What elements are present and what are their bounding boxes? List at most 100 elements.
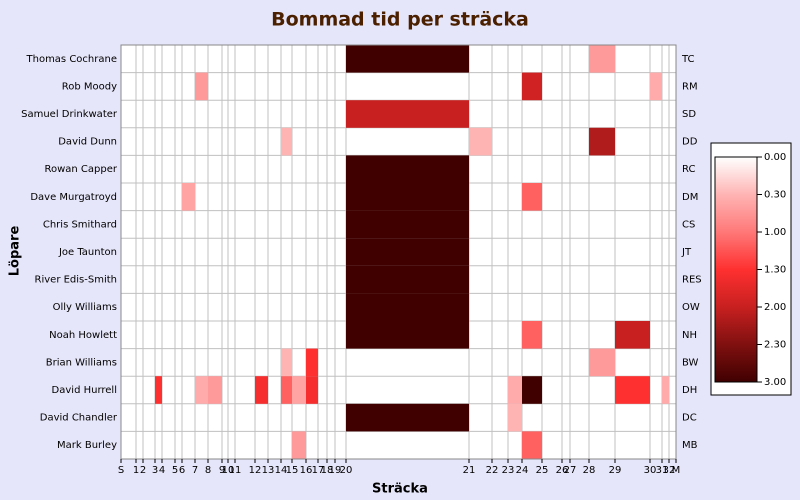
cell [155,238,162,266]
cell [228,211,235,239]
cell [175,100,182,128]
colorbar-tick-label: 1.30 [764,265,786,276]
cell [469,183,492,211]
cell [155,404,162,432]
cell [182,183,195,211]
cell [228,45,235,73]
cell [222,100,228,128]
cell [469,349,492,377]
cell [542,376,562,404]
cell [155,128,162,156]
cell [335,45,346,73]
cell [208,238,222,266]
cell [508,293,522,321]
cell [589,431,615,459]
cell [650,376,662,404]
cell [662,100,669,128]
x-tick-label: 4 [159,465,165,476]
x-axis-label: Sträcka [372,482,428,497]
cell [228,431,235,459]
cell [318,376,327,404]
cell [327,321,335,349]
y-tick-label: Dave Murgatroyd [30,192,117,203]
cell [522,349,542,377]
cell [292,404,306,432]
cell [662,266,669,294]
cell [522,155,542,183]
cell [292,128,306,156]
cell [522,238,542,266]
cell [346,238,469,266]
cell [662,376,669,404]
cell [650,404,662,432]
cell [155,293,162,321]
x-tick-label: 3 [152,465,158,476]
cell [228,404,235,432]
x-tick-label: 29 [609,465,622,476]
cell [175,45,182,73]
x-tick-label: 18 [321,465,334,476]
cell [346,155,469,183]
cell [136,404,143,432]
cell [268,266,281,294]
colorbar-tick-label: 2.00 [764,302,786,313]
cell [306,73,318,101]
cell [669,183,676,211]
cell [650,293,662,321]
cell [292,73,306,101]
cell [469,321,492,349]
cell [268,293,281,321]
y-tick-label: Mark Burley [57,440,117,451]
cell [175,238,182,266]
cell [222,349,228,377]
cell [155,100,162,128]
cell [268,183,281,211]
cell [281,321,292,349]
cell [121,211,136,239]
cell [650,72,662,101]
cell [208,73,222,101]
cell [121,293,136,321]
cell [669,128,676,156]
cell [327,45,335,73]
cell [662,293,669,321]
cell [589,238,615,266]
cell [228,376,235,404]
cell [615,321,650,349]
x-tick-label: 20 [340,465,353,476]
cell [155,321,162,349]
cell [508,73,522,101]
cell [346,403,469,432]
cell [562,45,570,73]
cell [155,211,162,239]
cell [469,238,492,266]
cell [208,128,222,156]
cell [335,238,346,266]
cell [136,211,143,239]
cell [136,376,143,404]
cell [669,238,676,266]
cell [542,183,562,211]
x-tick-label: 23 [502,465,515,476]
cell [346,376,469,404]
cell [570,293,589,321]
cell [318,293,327,321]
cell [335,183,346,211]
cell [542,238,562,266]
cell [492,321,508,349]
x-tick-label: 13 [262,465,275,476]
cell [335,404,346,432]
cell [306,321,318,349]
cell [268,404,281,432]
cell [492,155,508,183]
cell [570,155,589,183]
cell [255,404,268,432]
cell [492,128,508,156]
cell [235,266,255,294]
cell [195,404,208,432]
cell [175,431,182,459]
cell [492,293,508,321]
cell [346,100,469,128]
cell [292,183,306,211]
cell [615,73,650,101]
